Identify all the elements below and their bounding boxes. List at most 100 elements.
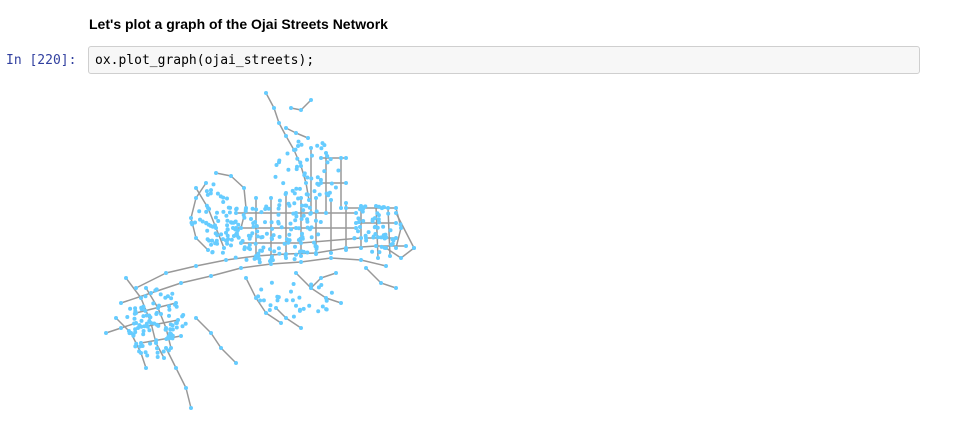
street-node [284, 316, 288, 320]
street-node [124, 276, 128, 280]
street-node [134, 286, 138, 290]
street-node [359, 258, 363, 262]
street-node [167, 307, 172, 312]
street-node [315, 175, 320, 180]
street-node [244, 276, 248, 280]
street-edge [245, 277, 282, 324]
street-node [227, 210, 232, 215]
street-node [236, 222, 241, 227]
street-node [221, 237, 225, 242]
street-node [214, 171, 218, 175]
street-node [219, 232, 224, 237]
street-node [298, 249, 303, 254]
street-node [285, 151, 290, 156]
street-node [276, 219, 281, 224]
street-node [145, 353, 150, 358]
street-node [142, 324, 147, 329]
street-node [243, 207, 248, 212]
street-node [315, 181, 320, 186]
graph-nodes [104, 91, 416, 410]
street-node [264, 231, 269, 236]
street-node [286, 201, 291, 206]
street-node [288, 221, 293, 226]
markdown-heading: Let's plot a graph of the Ojai Streets N… [89, 16, 388, 32]
street-node [297, 295, 302, 300]
street-node [377, 204, 381, 209]
street-node [193, 220, 197, 225]
street-node [213, 223, 217, 228]
street-node [166, 348, 171, 353]
street-node [315, 143, 320, 148]
street-edge [140, 335, 182, 344]
street-node [261, 245, 266, 250]
code-cell-input[interactable]: ox.plot_graph(ojai_streets); [88, 46, 920, 74]
street-node [269, 220, 274, 225]
street-node [234, 211, 238, 215]
street-node [174, 321, 179, 325]
street-node [144, 313, 149, 318]
street-node [309, 176, 314, 181]
street-node [358, 207, 362, 212]
street-node [299, 254, 303, 258]
street-node [294, 271, 298, 275]
street-node [370, 217, 375, 222]
street-node [356, 216, 361, 221]
street-node [155, 355, 160, 359]
street-node [215, 191, 220, 196]
street-node [141, 332, 146, 337]
street-node [255, 229, 260, 234]
street-node [318, 177, 323, 182]
street-node [354, 221, 358, 225]
street-node [382, 245, 387, 250]
street-node [254, 196, 258, 200]
street-node [239, 266, 243, 270]
street-node [224, 258, 228, 262]
street-node [205, 228, 210, 233]
street-node [289, 227, 294, 232]
street-node [251, 224, 256, 229]
street-node [319, 276, 323, 280]
street-node [388, 254, 392, 258]
street-node [140, 344, 145, 348]
street-node [297, 308, 302, 313]
street-node [254, 207, 259, 212]
street-node [376, 217, 381, 222]
street-node [242, 215, 247, 220]
street-node [144, 286, 148, 290]
street-node [225, 223, 230, 228]
street-node [154, 310, 159, 315]
street-node [300, 235, 305, 240]
street-node [144, 321, 149, 326]
street-node [209, 188, 213, 193]
street-node [291, 211, 296, 216]
street-node [210, 238, 215, 243]
street-edge [387, 207, 391, 257]
street-node [210, 250, 215, 255]
street-node [155, 346, 159, 351]
street-node [309, 146, 313, 150]
street-node [344, 181, 348, 185]
street-node [379, 281, 383, 285]
street-node [364, 238, 369, 243]
street-node [128, 306, 133, 311]
street-node [214, 238, 219, 243]
street-node [250, 206, 255, 211]
street-node [299, 260, 303, 264]
street-node [277, 160, 281, 165]
street-node [296, 226, 301, 231]
street-node [328, 157, 333, 162]
street-node [148, 315, 153, 320]
street-node [305, 225, 310, 230]
street-node [180, 314, 185, 319]
street-node [169, 296, 174, 301]
street-node [319, 146, 324, 151]
street-node [329, 251, 333, 255]
street-node [222, 246, 226, 250]
street-edge [165, 347, 192, 409]
street-node [252, 256, 257, 261]
street-node [257, 260, 262, 265]
street-node [244, 257, 249, 262]
street-node [313, 244, 318, 249]
street-node [316, 232, 321, 237]
street-node [296, 139, 301, 144]
